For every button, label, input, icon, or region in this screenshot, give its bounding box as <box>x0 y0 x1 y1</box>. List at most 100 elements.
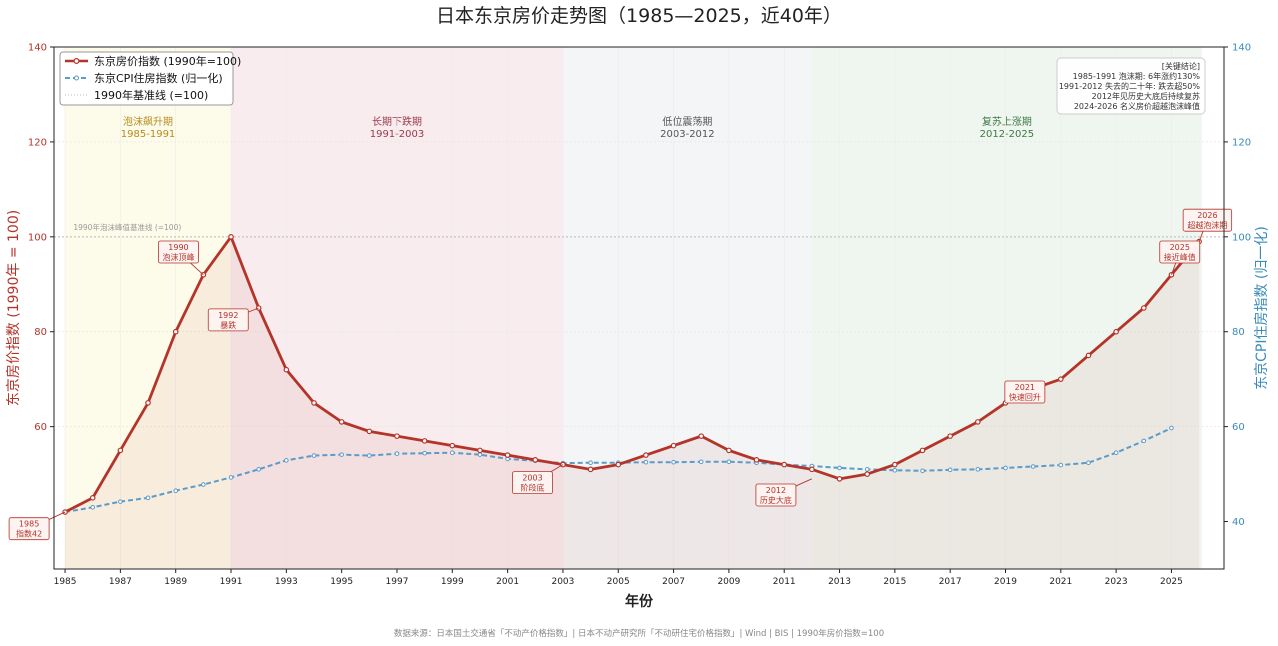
cpi-point <box>975 467 981 472</box>
x-tick-label: 1985 <box>54 577 77 587</box>
conclusions-line: 1991-2012 失去的二十年: 跌去超50% <box>1059 81 1201 91</box>
y-left-tick-label: 100 <box>28 232 47 243</box>
phase-band <box>562 47 812 569</box>
y-left-tick-label: 120 <box>28 137 47 148</box>
phase-band <box>811 47 1202 569</box>
x-tick-label: 2023 <box>1105 577 1128 587</box>
price-point <box>421 438 428 444</box>
conclusions-line: 2012年见历史大底后持续复苏 <box>1092 91 1200 101</box>
cpi-point <box>837 465 842 471</box>
legend-box <box>59 51 234 106</box>
cpi-point <box>422 450 427 456</box>
x-tick-label: 1993 <box>275 577 298 587</box>
annotation-year: 2025 <box>1170 243 1190 252</box>
phase-label: 泡沫飙升期 <box>123 115 173 128</box>
price-point <box>145 400 151 406</box>
price-point <box>228 234 234 240</box>
chart-title: 日本东京房价走势图（1985—2025，近40年） <box>436 5 842 27</box>
x-tick-label: 2011 <box>773 577 796 587</box>
x-tick-label: 2019 <box>994 577 1017 587</box>
cpi-point <box>671 459 676 465</box>
price-point <box>366 428 373 435</box>
phase-label: 低位震荡期 <box>662 115 712 128</box>
x-tick-label: 2025 <box>1160 577 1183 587</box>
cpi-point <box>228 475 234 480</box>
x-tick-label: 2003 <box>551 577 574 587</box>
cpi-point <box>256 467 261 472</box>
annotation-box <box>8 517 50 541</box>
phase-years: 2003-2012 <box>660 129 715 140</box>
cpi-point <box>864 467 870 472</box>
legend-marker-price <box>73 57 80 64</box>
plot-frame <box>53 46 1225 570</box>
annotation-year: 2026 <box>1197 211 1217 220</box>
y-right-tick-label: 40 <box>1232 517 1245 528</box>
annotation-text: 历史大底 <box>760 495 792 505</box>
cpi-point <box>284 458 289 463</box>
price-point <box>809 466 815 473</box>
legend-label-price: 东京房价指数 (1990年=100) <box>94 54 241 68</box>
x-tick-label: 2005 <box>607 577 630 587</box>
price-point <box>477 447 483 454</box>
annotation-text: 阶段底 <box>521 483 545 493</box>
x-axis-label: 年份 <box>625 593 654 610</box>
cpi-point <box>726 459 732 465</box>
legend-label-cpi: 东京CPI住房指数 (归一化) <box>94 71 223 85</box>
x-tick-label: 2007 <box>662 577 685 587</box>
x-tick-label: 2009 <box>717 577 740 587</box>
legend-label-baseline: 1990年基准线 (=100) <box>94 88 208 102</box>
cpi-point <box>1169 425 1174 431</box>
annotation-box <box>1182 208 1233 232</box>
annotation-box <box>755 483 797 507</box>
y-right-tick-label: 60 <box>1232 422 1245 433</box>
x-tick-label: 2021 <box>1049 577 1072 587</box>
price-point <box>947 433 953 439</box>
conclusions-title: [关键结论] <box>1162 61 1200 71</box>
price-point <box>615 461 622 468</box>
annotation-text: 超越泡沫期 <box>1187 220 1227 230</box>
conclusions-line: 1985-1991 泡沫期: 6年涨约130% <box>1073 71 1201 81</box>
legend: 东京房价指数 (1990年=100) 东京CPI住房指数 (归一化) 1990年… <box>59 51 241 106</box>
conclusions-frame <box>1056 57 1206 115</box>
price-point <box>560 461 566 468</box>
cpi-point <box>643 459 649 465</box>
price-area-fill <box>65 236 1200 569</box>
price-point <box>1140 305 1147 311</box>
annotation-year: 2021 <box>1015 383 1035 392</box>
y-right-tick-label: 140 <box>1232 43 1251 54</box>
price-point <box>864 471 870 477</box>
cpi-point <box>588 460 593 466</box>
cpi-point <box>339 452 344 457</box>
source-note: 数据来源：日本国土交通省「不动产价格指数」| 日本不动产研究所「不动研住宅价格指… <box>394 628 884 639</box>
price-point <box>781 461 788 468</box>
cpi-point <box>1086 460 1091 466</box>
cpi-point <box>947 467 953 473</box>
cpi-point <box>1030 464 1036 469</box>
price-point <box>117 447 124 454</box>
price-point <box>338 419 345 425</box>
price-point <box>726 447 732 454</box>
x-tick-label: 1999 <box>441 577 464 587</box>
annotation-year: 1992 <box>218 311 238 320</box>
x-tick-label: 1991 <box>220 577 243 587</box>
conclusions-box: [关键结论] 1985-1991 泡沫期: 6年涨约130% 1991-2012… <box>1056 57 1206 115</box>
annotation-text: 快速回升 <box>1009 392 1041 402</box>
price-point <box>449 442 456 449</box>
y-right-tick-label: 120 <box>1232 137 1251 148</box>
cpi-point <box>1141 438 1147 444</box>
price-point <box>394 433 400 439</box>
annotation-text: 指数42 <box>16 529 42 539</box>
y-axis-right-label: 东京CPI住房指数 (归一化) <box>1253 226 1270 390</box>
cpi-point <box>367 453 372 458</box>
phase-years: 2012-2025 <box>980 129 1035 140</box>
y-left-tick-label: 80 <box>34 327 47 338</box>
legend-marker-cpi <box>74 75 79 81</box>
x-tick-label: 2015 <box>883 577 906 587</box>
annotation-year: 1985 <box>19 520 39 529</box>
annotation-box <box>512 471 553 495</box>
axes: 1985 1987 1989 1991 1993 1995 1997 1999 2001 2003… <box>28 43 1251 588</box>
price-point <box>1058 376 1064 382</box>
cpi-point <box>173 488 179 494</box>
